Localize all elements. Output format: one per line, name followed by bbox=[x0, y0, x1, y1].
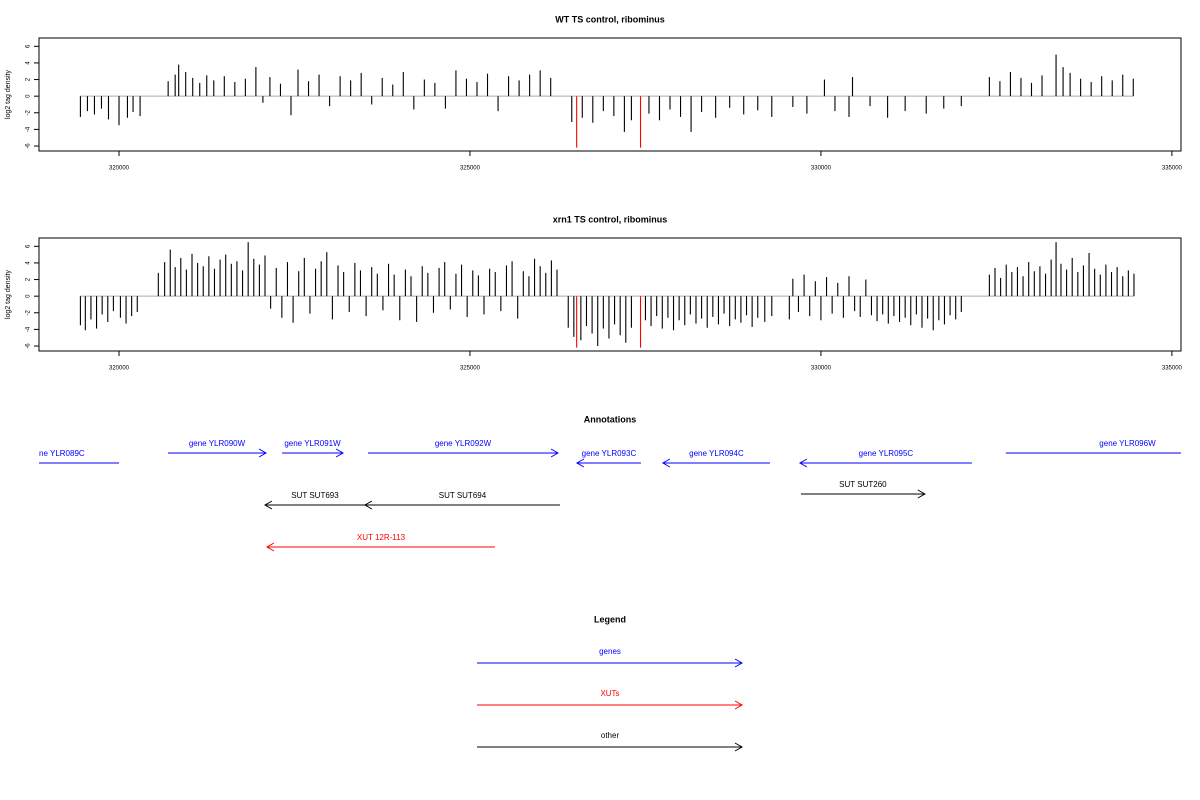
y-tick-label: -6 bbox=[26, 143, 32, 149]
arrow-head bbox=[550, 448, 559, 458]
arrow-head bbox=[734, 658, 744, 668]
arrow-head bbox=[798, 458, 808, 468]
y-tick-label: 2 bbox=[26, 277, 32, 281]
y-axis-label: log2 tag density bbox=[5, 269, 12, 319]
y-tick-label: -2 bbox=[26, 109, 32, 115]
y-tick-label: 4 bbox=[26, 261, 32, 265]
feature-label: gene YLR091W bbox=[284, 439, 341, 448]
x-tick-label: 325000 bbox=[460, 366, 481, 372]
y-tick-label: 6 bbox=[26, 244, 32, 248]
arrow-head bbox=[734, 742, 744, 752]
arrow-head bbox=[264, 500, 273, 510]
plot-frame bbox=[38, 37, 1182, 152]
y-tick-label: 0 bbox=[26, 294, 32, 298]
x-tick-label: 320000 bbox=[109, 166, 130, 172]
feature-label: gene YLR092W bbox=[435, 439, 492, 448]
legend-label: genes bbox=[599, 647, 621, 656]
x-tick-label: 335000 bbox=[1162, 366, 1183, 372]
legend-label: XUTs bbox=[600, 689, 619, 698]
y-tick-label: 2 bbox=[26, 77, 32, 81]
y-axis-label: log2 tag density bbox=[5, 69, 12, 119]
y-tick-label: 4 bbox=[26, 61, 32, 65]
feature-label: gene YLR094C bbox=[689, 449, 744, 458]
arrow-head bbox=[258, 448, 268, 458]
arrow-head bbox=[917, 489, 926, 499]
x-tick-label: 335000 bbox=[1162, 166, 1183, 172]
x-tick-label: 325000 bbox=[460, 166, 481, 172]
arrow-head bbox=[265, 542, 275, 552]
x-tick-label: 320000 bbox=[109, 366, 130, 372]
y-tick-label: -4 bbox=[26, 126, 32, 132]
legend-label: other bbox=[601, 731, 620, 740]
y-tick-label: -4 bbox=[26, 326, 32, 332]
feature-label: gene YLR090W bbox=[189, 439, 246, 448]
y-tick-label: 6 bbox=[26, 44, 32, 48]
feature-label: SUT SUT693 bbox=[291, 491, 339, 500]
feature-label: ne YLR089C bbox=[39, 449, 85, 458]
y-tick-label: -6 bbox=[26, 343, 32, 349]
arrow-head bbox=[661, 458, 671, 468]
arrow-head bbox=[734, 700, 744, 710]
chart-title: WT TS control, ribominus bbox=[555, 14, 665, 24]
plot-frame bbox=[38, 237, 1182, 352]
feature-label: gene YLR093C bbox=[582, 449, 637, 458]
feature-label: XUT 12R-113 bbox=[357, 533, 406, 542]
feature-label: gene YLR095C bbox=[859, 449, 914, 458]
chart-title: xrn1 TS control, ribominus bbox=[553, 214, 668, 224]
y-tick-label: -2 bbox=[26, 309, 32, 315]
arrow-head bbox=[575, 458, 585, 468]
feature-label: SUT SUT694 bbox=[439, 491, 487, 500]
annotation-track: ne YLR089C gene YLR090W gene YLR091W gene Y… bbox=[39, 439, 1181, 552]
legend-title: Legend bbox=[594, 614, 626, 624]
annotations-title: Annotations bbox=[584, 414, 637, 424]
x-tick-label: 330000 bbox=[811, 366, 832, 372]
feature-label: SUT SUT260 bbox=[839, 480, 887, 489]
arrow-head bbox=[335, 448, 345, 458]
y-tick-label: 0 bbox=[26, 94, 32, 98]
feature-label: gene YLR096W bbox=[1099, 439, 1156, 448]
x-tick-label: 330000 bbox=[811, 166, 832, 172]
arrow-head bbox=[363, 500, 373, 510]
